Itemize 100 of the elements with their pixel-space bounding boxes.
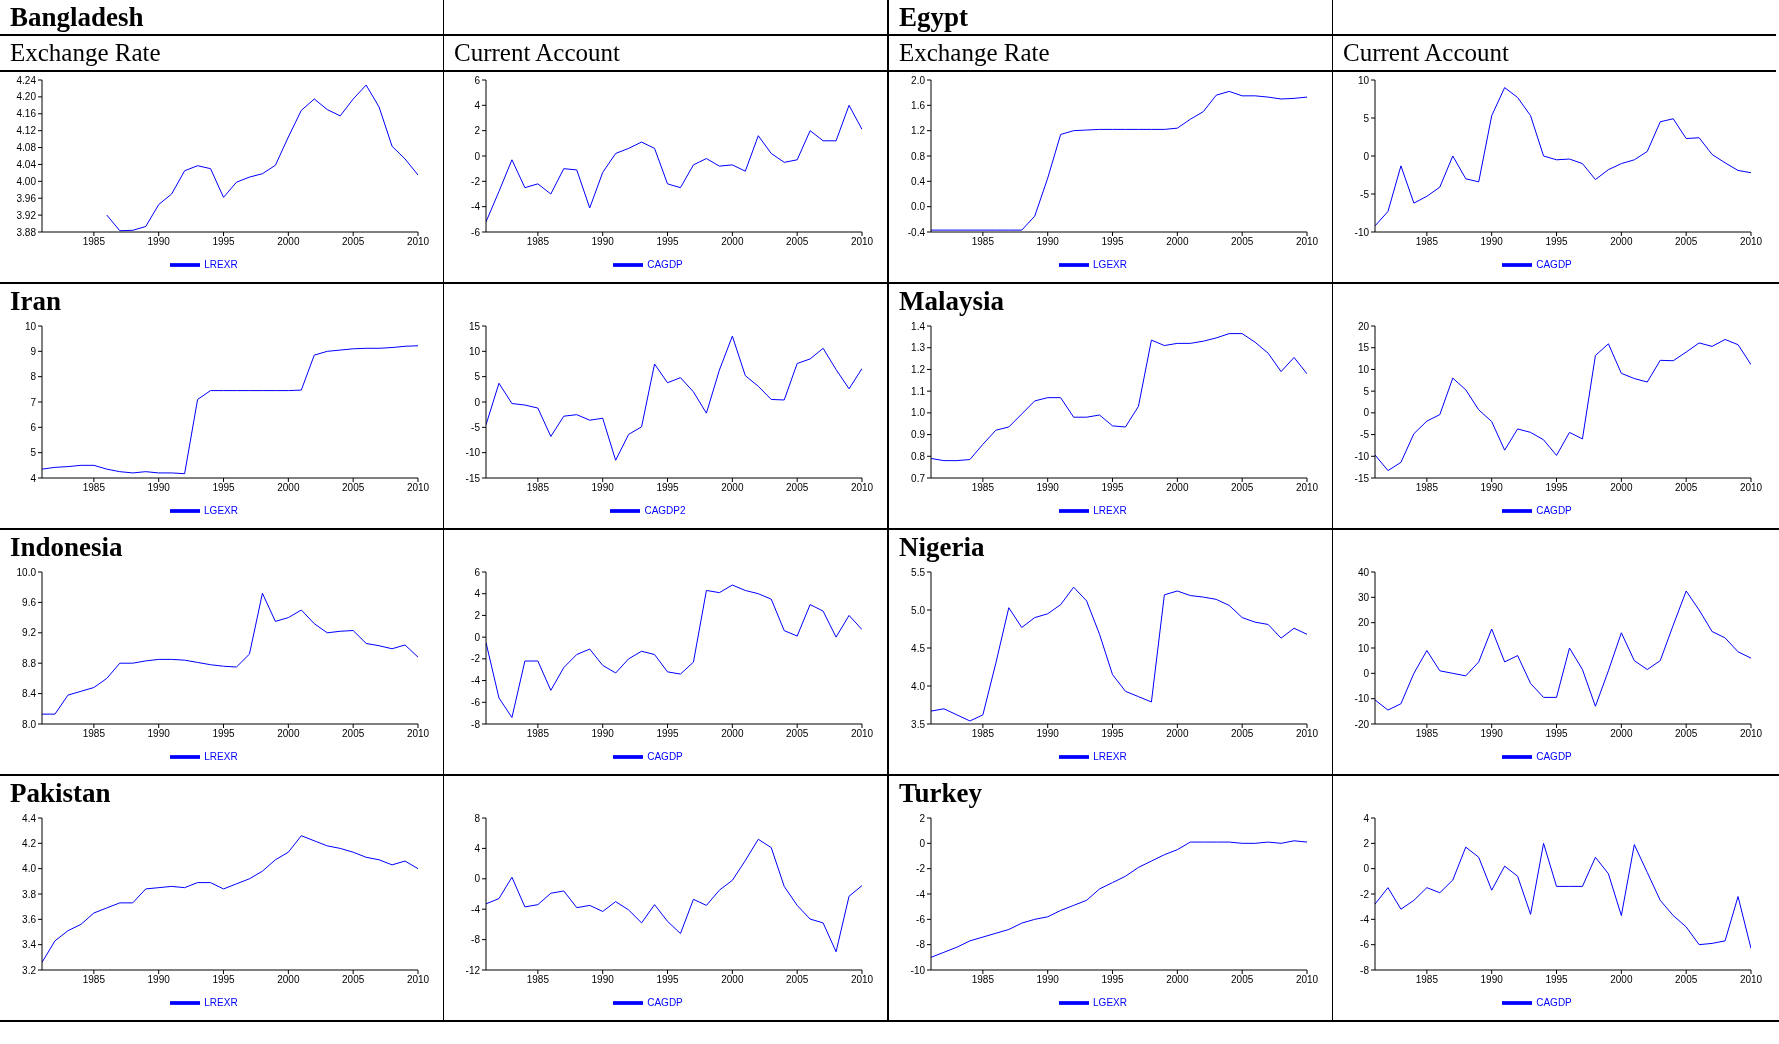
y-tick-label: -6 (916, 913, 926, 925)
y-tick-label: 0 (474, 396, 481, 408)
y-tick-label: 0.9 (911, 429, 926, 441)
x-tick-label: 1985 (82, 728, 106, 740)
y-tick-label: -4 (1360, 913, 1370, 925)
y-tick-label: 15 (1357, 342, 1370, 354)
y-tick-label: 3.5 (911, 718, 926, 730)
x-tick-label: 1990 (147, 728, 171, 740)
y-tick-label: 4 (30, 472, 37, 484)
y-tick-label: 4.5 (911, 642, 926, 654)
y-tick-label: -4 (471, 201, 481, 213)
x-tick-label: 1995 (1545, 974, 1569, 986)
x-tick-label: 1990 (147, 482, 171, 494)
x-tick-label: 2005 (1675, 236, 1698, 248)
y-tick-label: 3.96 (16, 192, 37, 204)
y-tick-label: 1.0 (911, 407, 926, 419)
y-tick-label: 5.5 (911, 566, 926, 578)
x-tick-label: 2000 (1166, 236, 1189, 248)
x-tick-label: 2000 (721, 236, 744, 248)
legend-label: CAGDP (647, 258, 683, 270)
chart-title: Bangladesh (9, 1, 145, 34)
x-tick-label: 2010 (1295, 482, 1319, 494)
y-tick-label: 4.24 (16, 74, 37, 86)
x-tick-label: 1990 (1480, 236, 1504, 248)
y-tick-label: 30 (1357, 591, 1370, 603)
x-tick-label: 2010 (1739, 728, 1763, 740)
x-tick-label: 2000 (721, 482, 744, 494)
y-tick-label: 4.00 (16, 175, 37, 187)
x-tick-label: 2000 (1610, 482, 1633, 494)
x-tick-label: 1985 (971, 728, 995, 740)
y-tick-label: -2 (916, 863, 926, 875)
x-tick-label: 2010 (406, 974, 430, 986)
x-tick-label: 1985 (1415, 482, 1439, 494)
y-tick-label: 1.2 (911, 125, 926, 137)
x-tick-label: 2000 (1166, 974, 1189, 986)
x-tick-label: 1985 (82, 482, 106, 494)
legend-label: CAGDP2 (644, 504, 686, 516)
y-tick-label: 2 (1363, 837, 1370, 849)
x-tick-label: 1990 (591, 236, 615, 248)
y-tick-label: 2 (919, 812, 926, 824)
y-tick-label: -6 (1360, 939, 1370, 951)
x-tick-label: 1985 (526, 482, 550, 494)
x-tick-label: 2010 (850, 482, 874, 494)
y-tick-label: 1.4 (911, 320, 926, 332)
chart-title: Nigeria (898, 531, 986, 564)
x-tick-label: 2010 (1739, 482, 1763, 494)
y-tick-label: 1.6 (911, 99, 926, 111)
legend-label: LGEXR (1093, 996, 1127, 1008)
y-tick-label: 20 (1357, 320, 1370, 332)
x-tick-label: 1995 (212, 728, 236, 740)
x-tick-label: 1990 (1036, 482, 1060, 494)
x-tick-label: 2010 (1295, 236, 1319, 248)
x-tick-label: 2005 (342, 728, 365, 740)
x-tick-label: 2000 (277, 728, 300, 740)
y-tick-label: 2.0 (911, 74, 926, 86)
y-tick-label: 3.8 (22, 888, 37, 900)
x-tick-label: 1985 (1415, 236, 1439, 248)
x-tick-label: 1995 (656, 974, 680, 986)
y-tick-label: 4 (474, 842, 481, 854)
y-tick-label: 6 (30, 421, 37, 433)
legend-label: LREXR (204, 996, 238, 1008)
y-tick-label: 4 (1363, 812, 1370, 824)
x-tick-label: 1985 (971, 236, 995, 248)
y-tick-label: 4.4 (22, 812, 37, 824)
x-tick-label: 1990 (1480, 974, 1504, 986)
x-tick-label: 1990 (1036, 974, 1060, 986)
y-tick-label: 4.0 (22, 863, 37, 875)
legend-label: LGEXR (1093, 258, 1127, 270)
x-tick-label: 1985 (526, 236, 550, 248)
y-tick-label: 0 (1363, 667, 1370, 679)
x-tick-label: 2005 (1675, 482, 1698, 494)
y-tick-label: -4 (916, 888, 926, 900)
y-tick-label: 4.12 (16, 125, 37, 137)
y-tick-label: 1.3 (911, 342, 926, 354)
y-tick-label: 0 (474, 873, 481, 885)
y-tick-label: 5 (474, 371, 481, 383)
y-tick-label: 0.8 (911, 450, 926, 462)
y-tick-label: 4.0 (911, 680, 926, 692)
chart-title: Pakistan (9, 777, 112, 810)
legend-label: CAGDP (1536, 750, 1572, 762)
x-tick-label: 1990 (147, 974, 171, 986)
legend-label: LREXR (204, 258, 238, 270)
x-tick-label: 1985 (1415, 974, 1439, 986)
x-tick-label: 1990 (1480, 728, 1504, 740)
x-tick-label: 2010 (406, 482, 430, 494)
x-tick-label: 1985 (526, 728, 550, 740)
x-tick-label: 2005 (1231, 974, 1254, 986)
y-tick-label: 4.08 (16, 142, 37, 154)
x-tick-label: 1985 (82, 974, 106, 986)
x-tick-label: 1995 (1545, 482, 1569, 494)
y-tick-label: 6 (474, 74, 481, 86)
chart-subtitle: Exchange Rate (0, 34, 443, 72)
y-tick-label: 0 (474, 150, 481, 162)
y-tick-label: -4 (471, 675, 481, 687)
y-tick-label: 3.4 (22, 939, 37, 951)
y-tick-label: 6 (474, 566, 481, 578)
x-tick-label: 1995 (1101, 974, 1125, 986)
x-tick-label: 2000 (721, 728, 744, 740)
legend-label: CAGDP (647, 750, 683, 762)
y-tick-label: 7 (30, 396, 37, 408)
